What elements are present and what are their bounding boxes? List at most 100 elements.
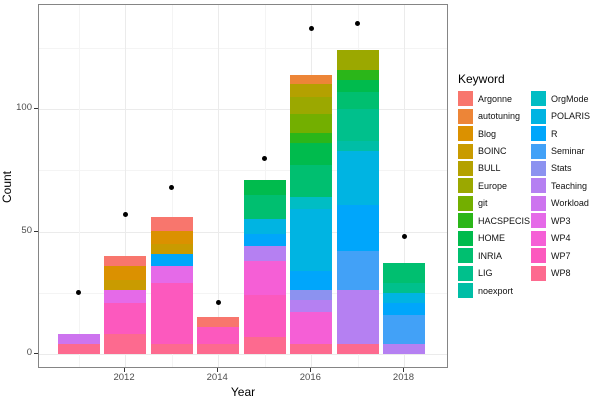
legend-column-1: Argonne autotuning Blog BOINC BULL Europe git H… (458, 90, 530, 299)
bar-segment-R (290, 270, 333, 291)
legend-label: git (478, 198, 488, 209)
data-point-2011 (76, 290, 81, 296)
bar-segment-Stats (290, 290, 333, 301)
bar-segment-BOINC (104, 280, 147, 291)
legend-item-argonne: Argonne (458, 90, 530, 107)
legend-label: noexport (478, 285, 514, 296)
legend-label: autotuning (478, 111, 521, 122)
legend: Keyword Argonne autotuning Blog BOINC BULL Eu… (458, 72, 598, 299)
legend-label: LIG (478, 268, 493, 279)
legend-label: BULL (478, 163, 501, 174)
bar-2012 (104, 256, 147, 354)
bar-segment-noexport (336, 140, 379, 151)
legend-item-boinc: BOINC (458, 142, 530, 159)
legend-item-orgmode: OrgMode (531, 90, 590, 107)
legend-swatch (458, 265, 473, 281)
bar-segment-POLARIS (383, 292, 426, 303)
legend-swatch (531, 195, 546, 211)
legend-swatch (458, 178, 473, 194)
bar-segment-WP8 (290, 344, 333, 354)
legend-swatch (531, 265, 546, 281)
bar-segment-R (150, 253, 193, 266)
x-tick-label: 2014 (206, 372, 228, 383)
legend-swatch (531, 91, 546, 107)
bar-segment-HACSPECIS (290, 133, 333, 144)
legend-item-home: HOME (458, 230, 530, 247)
legend-item-stats: Stats (531, 160, 590, 177)
bar-segment-LIG (336, 108, 379, 141)
legend-label: Teaching (551, 180, 588, 191)
y-tick-mark (34, 108, 38, 109)
legend-swatch (531, 248, 546, 264)
legend-swatch (458, 248, 473, 264)
bar-segment-WP3 (104, 290, 147, 303)
data-point-2013 (169, 184, 175, 190)
legend-item-autotuning: autotuning (458, 107, 530, 124)
bar-segment-WP8 (104, 334, 147, 354)
grid-major-h (39, 109, 447, 110)
bar-segment-HOME (290, 143, 333, 166)
x-tick-mark (217, 368, 219, 372)
bar-segment-WP3 (150, 265, 193, 283)
bar-2015 (243, 180, 286, 354)
legend-label: Blog (478, 128, 497, 139)
bar-segment-INRIA (336, 91, 379, 109)
legend-swatch (458, 213, 473, 229)
legend-swatch (458, 195, 473, 211)
bar-2018 (383, 263, 426, 354)
bar-segment-R (383, 302, 426, 315)
x-tick-mark (310, 368, 312, 372)
legend-label: BOINC (478, 146, 507, 157)
legend-label: Stats (551, 163, 572, 174)
legend-swatch (531, 160, 546, 176)
bar-segment-POLARIS (336, 150, 379, 205)
bar-segment-Blog (104, 265, 147, 281)
y-tick-label: 100 (16, 102, 32, 113)
bar-segment-BOINC (150, 243, 193, 254)
bar-segment-WP8 (150, 344, 193, 354)
bar-segment-R (243, 233, 286, 247)
grid-major-v (404, 5, 406, 367)
bar-segment-WP7 (243, 295, 286, 337)
legend-label: INRIA (478, 250, 503, 261)
data-point-2016 (308, 25, 314, 31)
legend-item-blog: Blog (458, 125, 530, 142)
legend-swatch (531, 126, 546, 142)
bar-segment-BULL (290, 84, 333, 97)
bar-segment-Teaching (336, 290, 379, 345)
legend-label: WP3 (551, 215, 571, 226)
legend-item-hacspecis: HACSPECIS (458, 212, 530, 229)
legend-label: WP4 (551, 233, 571, 244)
bar-segment-R (336, 204, 379, 252)
bar-segment-INRIA (383, 263, 426, 283)
data-point-2015 (262, 155, 268, 161)
bar-2011 (57, 334, 100, 354)
bar-segment-WP8 (57, 344, 100, 354)
legend-item-lig: LIG (458, 264, 530, 281)
bar-segment-Teaching (243, 246, 286, 261)
x-axis-title: Year (230, 385, 256, 399)
legend-item-europe: Europe (458, 177, 530, 194)
bar-segment-WP7 (104, 302, 147, 335)
legend-swatch (458, 126, 473, 142)
bar-2016 (290, 74, 333, 354)
legend-swatch (458, 160, 473, 176)
legend-title: Keyword (458, 72, 505, 86)
legend-item-git: git (458, 195, 530, 212)
bar-segment-HOME (336, 79, 379, 92)
legend-swatch (458, 230, 473, 246)
legend-item-wp8: WP8 (531, 264, 590, 281)
bar-segment-WP8 (336, 344, 379, 354)
x-tick-mark (403, 368, 405, 372)
bar-segment-WP4 (290, 312, 333, 345)
bar-segment-Workload (57, 334, 100, 345)
legend-item-noexport: noexport (458, 282, 530, 299)
legend-swatch (531, 143, 546, 159)
bar-2013 (150, 216, 193, 354)
bar-segment-git (290, 113, 333, 134)
bar-segment-Argonne (197, 317, 240, 328)
legend-label: HACSPECIS (478, 215, 531, 226)
bar-segment-POLARIS (290, 209, 333, 271)
bar-segment-Argonne (104, 256, 147, 266)
bar-segment-WP8 (243, 336, 286, 354)
